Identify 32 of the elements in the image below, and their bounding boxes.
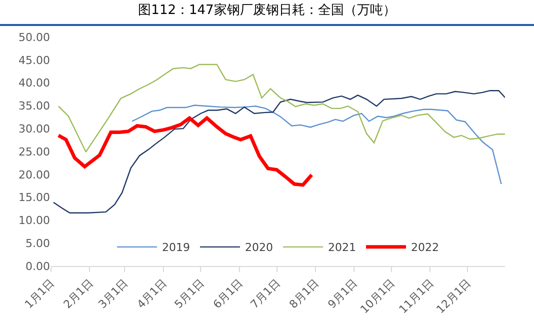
y-tick-label: 20.00 [18,168,50,182]
x-tick-label: 3月1日 [96,276,131,312]
legend-label: 2019 [162,241,190,254]
chart-title: 图112：147家钢厂废钢日耗：全国（万吨） [138,2,396,18]
line-series [131,104,502,185]
legend-label: 2020 [245,241,273,254]
y-tick-label: 50.00 [18,30,50,44]
y-tick-label: 25.00 [18,145,50,158]
y-tick-label: 30.00 [18,122,50,136]
y-tick-label: 15.00 [18,191,50,204]
x-tick-label: 10月1日 [358,276,398,316]
legend-label: 2022 [411,241,439,254]
x-tick-label: 4月1日 [134,276,170,312]
y-tick-label: 35.00 [18,100,50,113]
legend-label: 2021 [328,241,356,254]
y-tick-label: 45.00 [18,54,50,67]
x-tick-label: 6月1日 [210,276,246,312]
x-tick-label: 11月1日 [396,276,436,316]
x-tick-label: 1月1日 [22,276,58,312]
y-tick-label: 0.00 [26,260,50,273]
x-tick-label: 5月1日 [172,276,207,312]
y-tick-label: 5.00 [26,236,50,250]
x-tick-label: 9月1日 [325,276,360,312]
line-series [58,64,505,153]
x-tick-label: 12月1日 [434,276,474,316]
x-tick-label: 7月1日 [248,276,283,312]
x-tick-label: 2月1日 [61,276,96,312]
x-tick-label: 8月1日 [286,276,322,312]
line-series [52,90,505,214]
y-tick-label: 10.00 [18,214,50,228]
line-series [56,116,314,187]
y-tick-label: 40.00 [18,76,50,90]
